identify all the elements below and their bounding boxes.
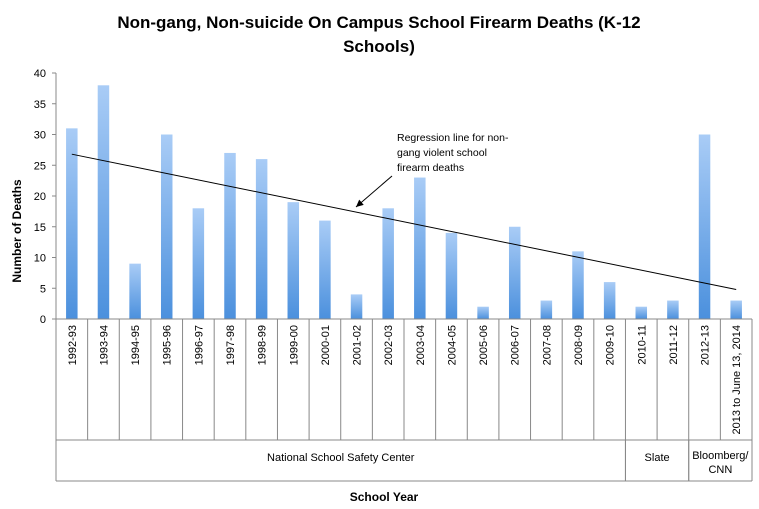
bar <box>287 202 300 319</box>
x-tick-label: 2004-05 <box>446 325 458 365</box>
bar <box>730 300 742 319</box>
source-group-label: CNN <box>708 464 732 476</box>
bar <box>508 226 521 319</box>
x-tick-label: 1996-97 <box>193 325 205 365</box>
bar <box>477 306 489 319</box>
x-tick-label: 2000-01 <box>320 325 332 365</box>
y-tick-label: 30 <box>34 130 46 142</box>
bar <box>192 208 205 319</box>
source-group-row: National School Safety Center Slate Bloomb… <box>55 319 753 482</box>
bar <box>572 251 584 319</box>
x-tick-label: 1993-94 <box>98 325 110 365</box>
annotation-arrow <box>355 175 393 208</box>
y-tick-label: 5 <box>40 283 46 295</box>
regression-overlay: Regression line for non-gang violent sch… <box>71 132 737 290</box>
x-tick-label: 1999-00 <box>288 325 300 365</box>
y-axis: 0 5 10 15 20 25 30 35 40 <box>34 68 57 326</box>
source-group-label: National School Safety Center <box>267 452 415 464</box>
x-tick-label: 2006-07 <box>510 325 522 365</box>
x-tick-label: 2011-12 <box>668 325 680 365</box>
x-tick-label: 2013 to June 13, 2014 <box>731 325 743 434</box>
bar <box>382 208 394 319</box>
x-tick-label: 2012-13 <box>700 325 712 365</box>
bar <box>667 300 679 319</box>
chart-title-line-1: Non-gang, Non-suicide On Campus School F… <box>117 13 640 32</box>
x-tick-label: 2002-03 <box>383 325 395 365</box>
bar <box>698 134 711 319</box>
bar <box>97 85 110 319</box>
x-tick-label: 1995-96 <box>162 325 174 365</box>
annotation-text: Regression line for non- <box>397 132 509 144</box>
bar <box>129 263 141 319</box>
x-tick-label: 2003-04 <box>415 325 427 365</box>
x-tick-label: 1997-98 <box>225 325 237 365</box>
x-tick-label: 2008-09 <box>573 325 585 365</box>
bar <box>224 152 236 319</box>
x-tick-label: 1998-99 <box>257 325 269 365</box>
bar <box>319 220 331 319</box>
x-tick-label: 2001-02 <box>352 325 364 365</box>
x-tick-label: 1992-93 <box>67 325 79 365</box>
x-tick-label: 2009-10 <box>605 325 617 365</box>
y-axis-title: Number of Deaths <box>10 179 24 283</box>
y-tick-label: 35 <box>34 99 46 111</box>
source-group-label: Slate <box>645 452 670 464</box>
x-axis: 1992-93 1993-94 1994-95 1995-96 1996-97 1997-… <box>56 318 752 434</box>
bar <box>414 177 426 319</box>
x-tick-label: 2010-11 <box>636 325 648 365</box>
y-tick-label: 40 <box>34 68 46 80</box>
bar <box>350 294 363 319</box>
bar <box>603 282 616 319</box>
y-tick-label: 25 <box>34 160 46 172</box>
bar <box>66 128 78 319</box>
bar <box>540 300 553 319</box>
y-tick-label: 0 <box>40 314 46 326</box>
bar <box>635 306 648 319</box>
bar <box>255 159 268 319</box>
x-axis-title: School Year <box>350 490 419 504</box>
regression-line <box>71 153 737 290</box>
x-tick-label: 2007-08 <box>541 325 553 365</box>
bars <box>66 85 742 319</box>
x-tick-label: 2005-06 <box>478 325 490 365</box>
chart-title-line-2: Schools) <box>343 37 415 56</box>
x-tick-label: 1994-95 <box>130 325 142 365</box>
annotation-arrowhead <box>356 199 364 207</box>
source-group-label: Bloomberg/ <box>692 450 749 462</box>
y-tick-label: 10 <box>34 253 46 265</box>
bar <box>445 232 458 319</box>
annotation-text: firearm deaths <box>397 162 464 174</box>
y-tick-label: 15 <box>34 222 46 234</box>
bar <box>160 134 173 319</box>
y-tick-label: 20 <box>34 191 46 203</box>
annotation-text: gang violent school <box>397 147 487 159</box>
